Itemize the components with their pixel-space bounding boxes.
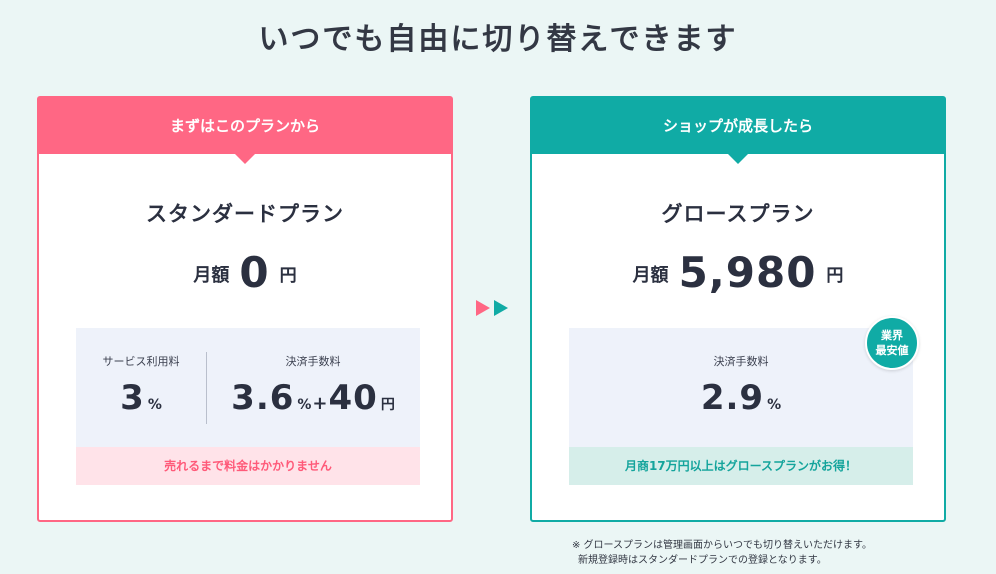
service-fee-unit: % xyxy=(147,397,162,413)
service-fee-number: 3 xyxy=(120,378,145,418)
footnote: ※ グロースプランは管理画面からいつでも切り替えいただけます。 新規登録時はスタ… xyxy=(572,538,972,568)
price-label: 月額 xyxy=(632,265,669,286)
standard-plan-card: まずはこのプランから スタンダードプラン 月額 0 円 サービス利用料 3% 決済手… xyxy=(37,96,453,522)
growth-plan-note: 月商17万円以上はグロースプランがお得！ xyxy=(569,447,913,485)
lowest-price-badge: 業界 最安値 xyxy=(865,316,919,370)
growth-fee-box: 決済手数料 2.9% 月商17万円以上はグロースプランがお得！ xyxy=(569,328,913,485)
growth-plan-name: グロースプラン xyxy=(661,202,815,226)
price-value: 0 xyxy=(239,248,270,297)
payment-fee-unit: % xyxy=(297,397,312,413)
payment-fee-unit: % xyxy=(767,397,782,413)
page-title: いつでも自由に切り替えできます xyxy=(258,22,738,57)
payment-fee: 決済手数料 2.9% xyxy=(569,328,913,447)
price-label: 月額 xyxy=(193,265,230,286)
standard-plan-note: 売れるまで料金はかかりません xyxy=(76,447,420,485)
payment-fee-number: 3.6 xyxy=(231,378,295,418)
standard-plan-header: まずはこのプランから xyxy=(39,98,451,164)
price-value: 5,980 xyxy=(678,248,817,297)
growth-plan-price: 月額 5,980 円 xyxy=(532,248,944,297)
growth-plan-card: ショップが成長したら グロースプラン 月額 5,980 円 業界 最安値 決済手数料… xyxy=(530,96,946,522)
triangle-right-teal-icon xyxy=(494,300,508,316)
fee-divider xyxy=(206,352,207,424)
growth-plan-header: ショップが成長したら xyxy=(532,98,944,164)
service-fee-value: 3% xyxy=(76,378,206,418)
price-unit: 円 xyxy=(826,266,844,286)
triangle-right-pink-icon xyxy=(476,300,490,316)
payment-fee: 決済手数料 3.6 %+40 円 xyxy=(206,328,420,447)
standard-fee-box: サービス利用料 3% 決済手数料 3.6 %+40 円 売れるまで料金はかかりません xyxy=(76,328,420,485)
payment-fee-fixed: 40 xyxy=(328,378,378,418)
payment-fee-value: 3.6 %+40 円 xyxy=(206,378,420,418)
footnote-line2: 新規登録時はスタンダードプランでの登録となります。 xyxy=(578,555,827,566)
header-pointer-icon xyxy=(728,154,748,164)
payment-fee-number: 2.9 xyxy=(700,378,765,418)
badge-line2: 最安値 xyxy=(875,344,909,357)
service-fee: サービス利用料 3% xyxy=(76,328,206,447)
payment-fee-plus: + xyxy=(312,393,328,414)
header-pointer-icon xyxy=(235,154,255,164)
payment-fee-label: 決済手数料 xyxy=(285,355,341,368)
price-unit: 円 xyxy=(279,266,297,286)
arrow-indicator xyxy=(476,300,508,316)
growth-plan-header-label: ショップが成長したら xyxy=(662,117,813,135)
standard-plan-price: 月額 0 円 xyxy=(39,248,451,297)
payment-fee-value: 2.9% xyxy=(569,378,913,418)
payment-fee-label: 決済手数料 xyxy=(713,355,769,368)
badge-line1: 業界 xyxy=(881,329,903,342)
payment-fee-fixed-unit: 円 xyxy=(380,397,395,413)
footnote-line1: ※ グロースプランは管理画面からいつでも切り替えいただけます。 xyxy=(572,540,873,551)
standard-plan-header-label: まずはこのプランから xyxy=(169,117,320,135)
service-fee-label: サービス利用料 xyxy=(102,355,180,368)
standard-plan-name: スタンダードプラン xyxy=(146,202,344,226)
